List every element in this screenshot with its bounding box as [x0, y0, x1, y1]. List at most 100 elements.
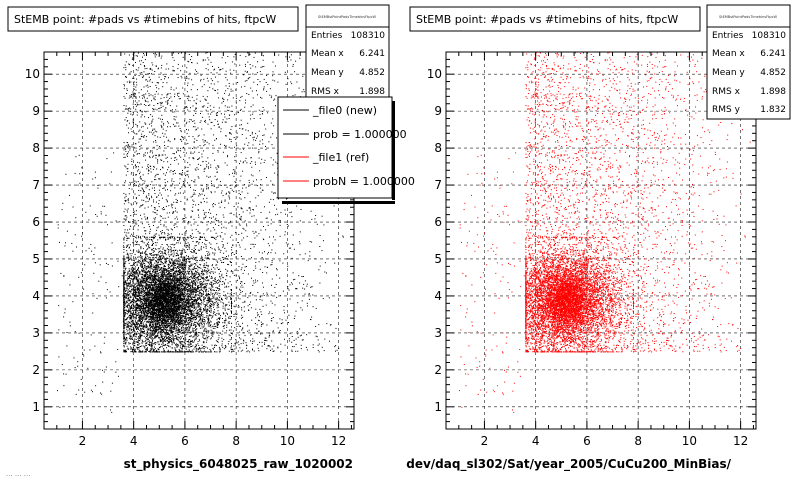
scatter-point: [161, 258, 163, 260]
scatter-point: [202, 290, 204, 292]
scatter-point: [195, 326, 196, 328]
scatter-point: [166, 323, 168, 325]
scatter-point: [148, 263, 150, 265]
scatter-point: [135, 273, 137, 275]
scatter-point: [182, 295, 184, 297]
scatter-point: [154, 242, 156, 244]
scatter-point: [210, 277, 212, 279]
scatter-point: [185, 263, 187, 264]
scatter-point: [125, 338, 127, 340]
scatter-point: [153, 274, 155, 276]
scatter-point: [145, 269, 147, 271]
scatter-point: [192, 309, 194, 311]
scatter-point: [193, 274, 195, 276]
scatter-point: [183, 238, 184, 240]
scatter-point: [155, 336, 157, 338]
scatter-point: [180, 330, 182, 332]
scatter-point: [154, 329, 156, 331]
scatter-point: [170, 263, 172, 264]
scatter-point: [139, 305, 140, 307]
scatter-point: [124, 265, 126, 267]
scatter-point: [144, 280, 146, 282]
scatter-point: [195, 312, 197, 314]
scatter-point: [175, 285, 177, 287]
scatter-point: [192, 319, 194, 321]
scatter-point: [127, 310, 129, 312]
scatter-point: [231, 338, 232, 340]
scatter-point: [169, 262, 171, 264]
scatter-point: [147, 255, 149, 257]
scatter-point: [188, 306, 190, 308]
scatter-point: [188, 272, 190, 274]
scatter-point: [123, 276, 125, 278]
scatter-point: [199, 310, 201, 312]
scatter-point: [182, 279, 184, 281]
scatter-point: [152, 322, 154, 324]
scatter-point: [214, 293, 216, 295]
scatter-point: [171, 325, 173, 327]
scatter-point: [146, 294, 148, 296]
scatter-point: [191, 249, 193, 250]
scatter-point: [166, 286, 168, 288]
scatter-point: [193, 308, 195, 309]
scatter-point: [124, 295, 126, 297]
scatter-point: [141, 275, 143, 277]
scatter-point: [157, 342, 159, 344]
scatter-point: [203, 266, 205, 268]
scatter-point: [206, 310, 208, 312]
scatter-point: [186, 304, 187, 306]
scatter-point: [171, 321, 173, 323]
scatter-point: [186, 324, 188, 326]
scatter-point: [187, 257, 189, 259]
scatter-point: [170, 280, 172, 282]
scatter-point: [168, 339, 170, 340]
scatter-point: [186, 333, 188, 335]
scatter-point: [183, 351, 185, 353]
scatter-point: [157, 351, 159, 353]
scatter-point: [210, 350, 212, 352]
scatter-point: [205, 305, 206, 307]
scatter-point: [152, 300, 154, 302]
scatter-point: [186, 350, 188, 352]
scatter-point: [213, 297, 215, 299]
scatter-point: [228, 286, 230, 288]
scatter-point: [146, 310, 148, 312]
scatter-point: [188, 295, 190, 297]
scatter-point: [216, 298, 218, 300]
scatter-point: [169, 324, 171, 326]
scatter-point: [197, 269, 199, 271]
scatter-point: [217, 322, 219, 324]
scatter-point: [151, 255, 153, 256]
scatter-point: [153, 343, 155, 345]
scatter-point: [132, 297, 134, 299]
scatter-point: [132, 315, 134, 317]
scatter-point: [146, 329, 148, 331]
scatter-point: [231, 294, 232, 296]
scatter-point: [210, 305, 212, 307]
scatter-point: [203, 309, 205, 311]
scatter-point: [159, 347, 160, 348]
scatter-point: [212, 277, 213, 279]
scatter-point: [125, 312, 127, 313]
scatter-point: [136, 263, 138, 265]
scatter-point: [149, 296, 151, 298]
scatter-point: [169, 279, 171, 281]
scatter-point: [143, 328, 145, 330]
scatter-point: [139, 236, 141, 238]
scatter-point: [194, 319, 196, 321]
scatter-point: [123, 322, 125, 324]
scatter-point: [211, 317, 213, 319]
scatter-point: [208, 279, 210, 281]
scatter-point: [134, 321, 136, 323]
scatter-point: [204, 320, 206, 322]
scatter-point: [194, 310, 196, 312]
scatter-point: [173, 255, 175, 257]
scatter-point: [173, 351, 175, 353]
scatter-point: [138, 267, 139, 268]
scatter-point: [190, 257, 192, 259]
scatter-point: [162, 236, 164, 238]
scatter-point: [141, 330, 143, 332]
scatter-point: [231, 312, 232, 314]
scatter-point: [141, 281, 143, 283]
scatter-point: [212, 296, 214, 298]
